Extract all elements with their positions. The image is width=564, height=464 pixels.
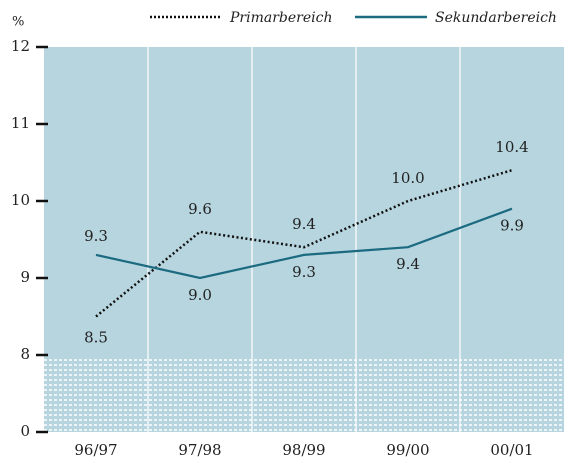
legend-label: Primarbereich bbox=[229, 10, 332, 26]
data-label: 9.6 bbox=[188, 200, 212, 218]
y-unit: % bbox=[12, 15, 24, 30]
data-label: 8.5 bbox=[84, 329, 108, 347]
x-tick-label: 00/01 bbox=[490, 441, 533, 459]
x-tick-label: 99/00 bbox=[386, 441, 429, 459]
x-tick-label: 98/99 bbox=[282, 441, 325, 459]
data-label: 9.0 bbox=[188, 286, 212, 304]
y-tick-label: 9 bbox=[20, 268, 30, 286]
y-tick-label: 0 bbox=[20, 422, 30, 440]
series-line bbox=[95, 207, 513, 280]
data-label: 9.3 bbox=[292, 263, 316, 281]
y-tick-label: 12 bbox=[11, 37, 30, 55]
x-tick-label: 96/97 bbox=[74, 441, 117, 459]
data-label: 9.9 bbox=[500, 217, 524, 235]
data-label: 9.4 bbox=[292, 215, 316, 233]
data-label: 10.0 bbox=[391, 169, 424, 187]
x-tick-label: 97/98 bbox=[178, 441, 221, 459]
data-label: 10.4 bbox=[495, 138, 528, 156]
data-label: 9.3 bbox=[84, 227, 108, 245]
series-line bbox=[95, 169, 513, 318]
y-tick-label: 11 bbox=[11, 114, 30, 132]
y-tick-label: 8 bbox=[20, 345, 30, 363]
y-tick-label: 10 bbox=[11, 191, 30, 209]
plot-background bbox=[44, 47, 564, 432]
legend-label: Sekundarbereich bbox=[435, 10, 557, 26]
data-label: 9.4 bbox=[396, 255, 420, 273]
